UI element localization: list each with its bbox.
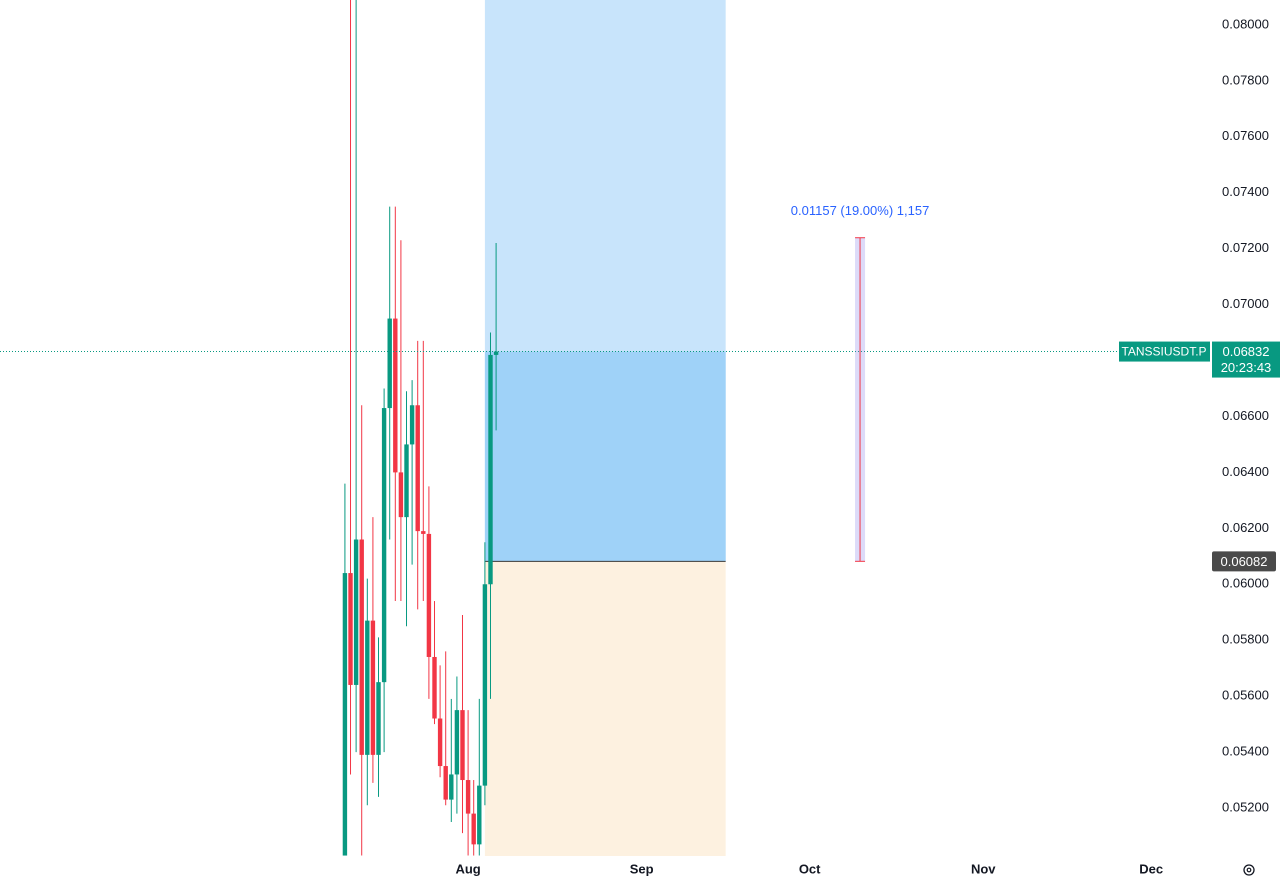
y-tick-label: 0.08000 <box>1222 16 1269 31</box>
candle-body <box>488 354 493 585</box>
profit-zone <box>484 351 726 562</box>
entry-label: 0.06082 <box>1221 554 1268 569</box>
y-tick-label: 0.07200 <box>1222 240 1269 255</box>
candle-body <box>381 408 387 683</box>
candle-body <box>482 584 488 786</box>
y-tick-label: 0.05400 <box>1222 744 1269 759</box>
y-tick-label: 0.07600 <box>1222 128 1269 143</box>
candle-body <box>432 656 437 719</box>
y-tick-label: 0.05200 <box>1222 799 1269 814</box>
candle-body <box>342 573 348 856</box>
candle-body <box>348 573 353 685</box>
candle-body <box>460 710 465 781</box>
candle-body <box>398 472 404 518</box>
entry-label-box <box>1212 551 1276 572</box>
candle-body <box>437 718 443 767</box>
y-tick-label: 0.07800 <box>1222 72 1269 87</box>
candle-body <box>393 318 398 473</box>
y-tick-label: 0.05800 <box>1222 632 1269 647</box>
symbol-label: TANSSIUSDT.P <box>1121 345 1206 359</box>
candle-body <box>465 780 471 814</box>
candle-body <box>415 405 420 532</box>
gear[interactable] <box>1243 864 1255 876</box>
gear-center[interactable] <box>1246 867 1252 873</box>
x-tick-label: Oct <box>799 861 821 876</box>
candle-body <box>376 682 381 755</box>
measure-label: 0.01157 (19.00%) 1,157 <box>791 203 930 218</box>
candle-body <box>477 785 482 845</box>
symbol-label-box <box>1119 341 1210 362</box>
candle-body <box>426 533 432 657</box>
x-tick-label: Sep <box>630 861 654 876</box>
x-tick-label: Aug <box>455 861 480 876</box>
candle-body <box>493 351 499 355</box>
plot-area: 0.01157 (19.00%) 1,157 <box>0 0 1210 856</box>
settings-icon[interactable] <box>1243 864 1255 876</box>
candle-body <box>443 766 448 800</box>
candle-body <box>409 405 415 445</box>
y-tick-label: 0.06600 <box>1222 408 1269 423</box>
y-tick-label: 0.05600 <box>1222 688 1269 703</box>
x-tick-label: Dec <box>1139 861 1163 876</box>
last-price-box <box>1212 341 1280 378</box>
candle-body <box>353 539 359 685</box>
y-tick-label: 0.07400 <box>1222 184 1269 199</box>
candle-body <box>449 774 454 800</box>
countdown-label: 20:23:43 <box>1221 360 1272 375</box>
candle-body <box>359 539 364 755</box>
candle-body <box>365 620 370 755</box>
candle-body <box>387 318 392 409</box>
candle-body <box>370 620 376 755</box>
y-tick-label: 0.06000 <box>1222 576 1269 591</box>
last-price-label: 0.06832 <box>1223 344 1270 359</box>
x-tick-label: Nov <box>971 861 996 876</box>
candle-body <box>454 710 460 775</box>
y-tick-label: 0.07000 <box>1222 296 1269 311</box>
stop-zone <box>484 561 726 856</box>
candle-body <box>404 444 409 518</box>
axes: 0.05200 0.05400 0.05600 0.05800 0.06000 0.062… <box>455 16 1280 876</box>
candle-body <box>471 813 476 845</box>
y-tick-label: 0.06400 <box>1222 464 1269 479</box>
y-tick-label: 0.06200 <box>1222 520 1269 535</box>
candle-body <box>421 531 426 534</box>
